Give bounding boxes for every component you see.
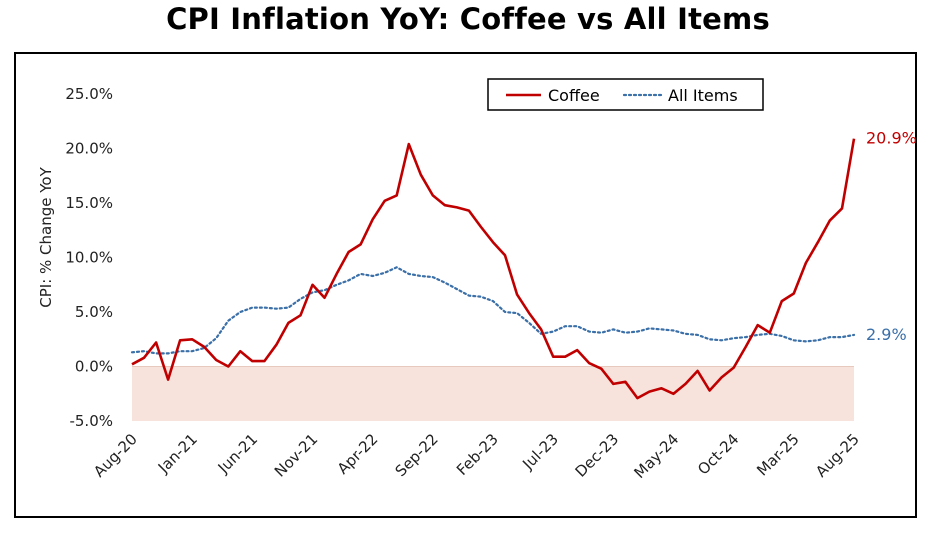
y-axis-label: CPI: % Change YoY: [37, 166, 55, 307]
y-tick-label: -5.0%: [69, 412, 113, 430]
x-tick-label: Jun-21: [214, 430, 261, 477]
series-line-coffee: [131, 138, 856, 400]
legend: Coffee All Items: [487, 78, 764, 111]
x-tick-label: Dec-23: [572, 430, 623, 481]
x-tick-label: Mar-25: [753, 430, 802, 479]
x-tick-label: Oct-24: [694, 430, 742, 478]
x-tick-labels: Aug-20 Jan-21 Jun-21 Nov-21 Apr-22 Sep-22 Feb-…: [90, 430, 863, 482]
chart-frame: [14, 52, 917, 518]
x-tick-label: Jul-23: [518, 430, 562, 474]
x-tick-label: Nov-21: [271, 430, 321, 480]
coffee-end-label: 20.9%: [866, 129, 917, 148]
x-tick-label: Feb-23: [453, 430, 502, 479]
x-tick-label: Apr-22: [334, 430, 382, 478]
y-tick-label: 25.0%: [65, 85, 113, 103]
x-tick-label: Jan-21: [154, 430, 201, 477]
chart-title: CPI Inflation YoY: Coffee vs All Items: [166, 2, 770, 36]
y-tick-label: 0.0%: [75, 358, 113, 376]
series-layer: [130, 138, 856, 400]
legend-label-all-items: All Items: [668, 86, 738, 105]
x-tick-label: Aug-25: [812, 430, 863, 481]
x-tick-label: Sep-22: [392, 430, 442, 480]
x-tick-label: Aug-20: [90, 430, 141, 481]
x-tick-label: May-24: [631, 430, 683, 482]
series-line-all-items: [130, 266, 856, 355]
negative-shaded-region: [132, 366, 854, 421]
y-tick-label: 5.0%: [75, 303, 113, 321]
y-tick-label: 20.0%: [65, 140, 113, 158]
y-tick-labels: -5.0% 0.0% 5.0% 10.0% 15.0% 20.0% 25.0%: [65, 85, 113, 430]
y-tick-label: 15.0%: [65, 194, 113, 212]
legend-label-coffee: Coffee: [548, 86, 600, 105]
all-items-end-label: 2.9%: [866, 325, 907, 344]
y-tick-label: 10.0%: [65, 249, 113, 267]
